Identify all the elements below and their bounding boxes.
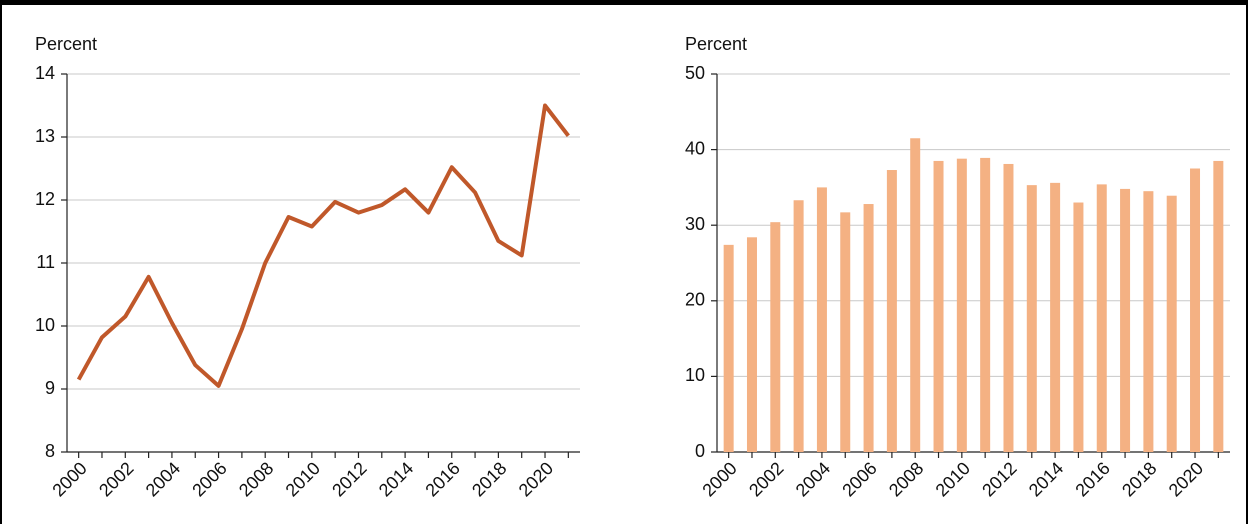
y-tick-label: 20 xyxy=(685,290,705,310)
bar xyxy=(840,212,851,452)
bar xyxy=(933,160,944,452)
bar xyxy=(1190,168,1201,452)
x-tick-label: 2016 xyxy=(421,458,463,500)
bar xyxy=(1166,195,1177,452)
bar xyxy=(723,244,734,452)
bar xyxy=(816,187,827,452)
line xyxy=(76,103,570,388)
x-tick-label: 2020 xyxy=(1165,458,1207,500)
y-tick-label: 0 xyxy=(695,441,705,461)
bar xyxy=(980,157,991,452)
x-tick-label: 2004 xyxy=(792,458,834,500)
bar xyxy=(1050,182,1061,452)
y-tick-label: 10 xyxy=(685,365,705,385)
x-tick-label: 2004 xyxy=(142,458,184,500)
x-tick-label: 2018 xyxy=(1118,458,1160,500)
bar xyxy=(1026,185,1037,452)
x-tick-label: 2008 xyxy=(235,458,277,500)
y-tick-label: 11 xyxy=(36,252,55,272)
y-tick-label: 14 xyxy=(35,63,55,83)
x-tick-label: 2012 xyxy=(328,458,370,500)
bar xyxy=(910,138,921,452)
bar xyxy=(746,237,757,452)
x-tick-label: 2020 xyxy=(515,458,557,500)
x-tick-label: 2002 xyxy=(95,458,137,500)
y-tick-label: 10 xyxy=(35,315,55,335)
y-tick-label: 30 xyxy=(685,214,705,234)
x-tick-label: 2002 xyxy=(745,458,787,500)
x-tick-label: 2018 xyxy=(468,458,510,500)
x-tick-label: 2000 xyxy=(698,458,740,500)
bar xyxy=(1073,202,1084,452)
y-tick-label: 12 xyxy=(35,189,55,209)
y-tick-label: 8 xyxy=(45,441,55,461)
bar xyxy=(1120,188,1131,453)
top-border xyxy=(0,0,1248,5)
x-tick-label: 2014 xyxy=(375,458,417,500)
y-axis-label: Percent xyxy=(685,34,747,54)
bar xyxy=(1143,191,1154,452)
y-tick-label: 13 xyxy=(35,126,55,146)
y-tick-label: 40 xyxy=(685,138,705,158)
bar xyxy=(863,204,874,452)
x-tick-label: 2012 xyxy=(978,458,1020,500)
x-tick-label: 2008 xyxy=(885,458,927,500)
y-tick-label: 50 xyxy=(685,63,705,83)
bar xyxy=(886,170,897,452)
y-axis-label: Percent xyxy=(35,34,97,54)
x-tick-label: 2016 xyxy=(1071,458,1113,500)
bar xyxy=(956,158,967,452)
bar xyxy=(1003,163,1014,453)
x-tick-label: 2014 xyxy=(1025,458,1067,500)
x-tick-label: 2010 xyxy=(282,458,324,500)
bar xyxy=(1213,160,1224,452)
bar xyxy=(793,200,804,452)
x-tick-label: 2010 xyxy=(932,458,974,500)
bar xyxy=(1096,184,1107,452)
x-tick-label: 2006 xyxy=(188,458,230,500)
x-tick-label: 2006 xyxy=(838,458,880,500)
bar xyxy=(770,222,781,452)
x-tick-label: 2000 xyxy=(48,458,90,500)
y-tick-label: 9 xyxy=(45,378,55,398)
